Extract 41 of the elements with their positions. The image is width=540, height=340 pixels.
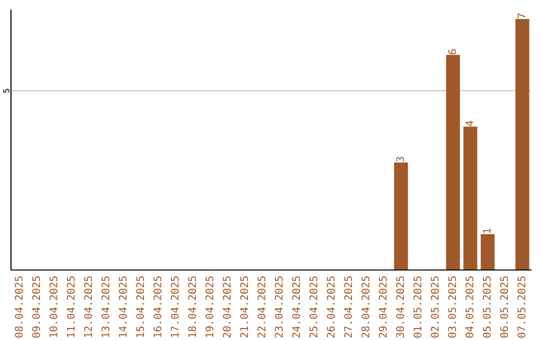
x-tick-label: 25.04.2025 — [310, 276, 318, 338]
x-tick-label: 18.04.2025 — [188, 276, 196, 338]
data-label: 3 — [396, 156, 404, 162]
x-tick-label: 28.04.2025 — [362, 276, 370, 338]
data-label: 1 — [482, 228, 491, 233]
x-tick-label: 01.05.2025 — [414, 276, 422, 338]
data-label: 7 — [518, 14, 526, 18]
x-tick-label: 16.04.2025 — [154, 276, 162, 338]
ref-line-label: 5 — [3, 88, 10, 93]
bar — [480, 234, 495, 270]
bar — [394, 162, 408, 270]
x-tick-label: 08.04.2025 — [14, 276, 23, 338]
x-tick-label: 05.05.2025 — [482, 276, 491, 338]
data-label: 4 — [466, 120, 474, 126]
x-tick-label: 07.05.2025 — [518, 276, 526, 338]
x-tick-label: 10.04.2025 — [50, 276, 58, 338]
data-label: 6 — [448, 49, 456, 54]
x-tick-label: 15.04.2025 — [136, 276, 144, 338]
x-tick-label: 12.04.2025 — [84, 276, 92, 338]
bar — [463, 126, 478, 270]
x-tick-label: 23.04.2025 — [274, 276, 283, 338]
x-tick-label: 13.04.2025 — [102, 276, 110, 338]
x-tick-label: 29.04.2025 — [378, 276, 387, 338]
bar — [446, 54, 460, 270]
x-tick-label: 11.04.2025 — [66, 276, 75, 338]
x-tick-label: 14.04.2025 — [118, 276, 127, 338]
x-tick-label: 22.04.2025 — [258, 276, 266, 338]
x-tick-label: 26.04.2025 — [326, 276, 335, 338]
x-tick-label: 17.04.2025 — [170, 276, 179, 338]
x-tick-label: 27.04.2025 — [344, 276, 352, 338]
x-tick-label: 09.04.2025 — [32, 276, 40, 338]
x-tick-label: 19.04.2025 — [206, 276, 214, 338]
x-tick-label: 21.04.2025 — [240, 276, 248, 338]
x-tick-label: 04.05.2025 — [466, 276, 474, 338]
bar — [515, 19, 530, 270]
x-tick-label: 24.04.2025 — [292, 276, 300, 338]
x-tick-label: 06.05.2025 — [500, 276, 508, 338]
x-tick-label: 20.04.2025 — [222, 276, 231, 338]
x-tick-label: 30.04.2025 — [396, 276, 404, 338]
x-tick-label: 02.05.2025 — [430, 276, 439, 338]
x-tick-label: 03.05.2025 — [448, 276, 456, 338]
